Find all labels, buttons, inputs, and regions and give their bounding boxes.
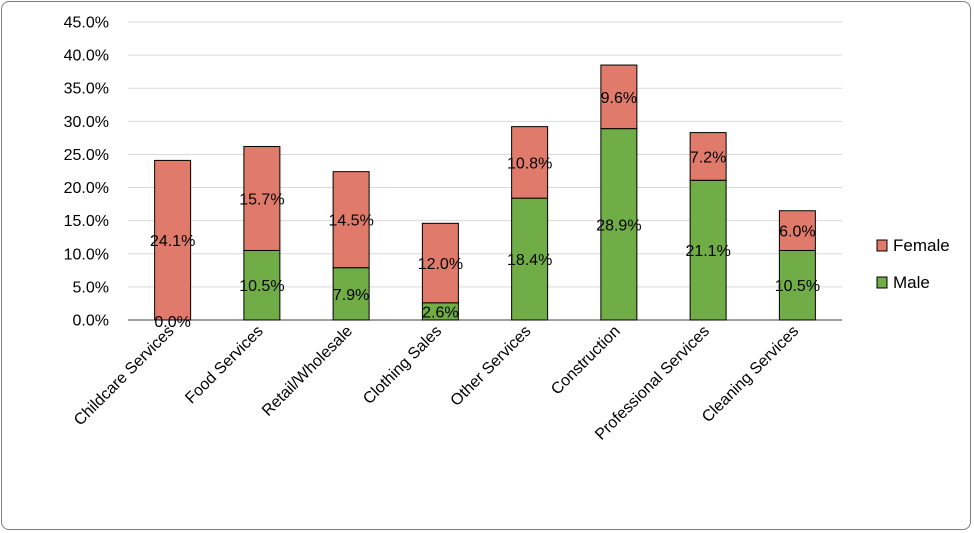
- data-labels: 0.0% 24.1% 10.5% 15.7% 7.9% 14.5% 2.6% 12.0% 18.…: [150, 90, 820, 331]
- y-tick-label: 35.0%: [64, 81, 109, 98]
- data-label-female: 24.1%: [150, 233, 195, 250]
- data-label-male: 10.5%: [239, 278, 284, 295]
- bar-female: [511, 126, 549, 199]
- data-label-female: 14.5%: [328, 213, 373, 230]
- x-tick-label: Retail/Wholesale: [259, 323, 356, 420]
- y-tick-label: 20.0%: [64, 180, 109, 197]
- data-label-male: 28.9%: [596, 217, 641, 234]
- bar-male: [332, 267, 370, 321]
- y-tick-label: 25.0%: [64, 147, 109, 164]
- bar-male: [689, 179, 727, 321]
- bar-female: [243, 145, 281, 251]
- x-tick-label: Other Services: [448, 323, 535, 410]
- bars: [154, 64, 816, 321]
- bar-female: [778, 210, 816, 251]
- bar-male: [243, 249, 281, 321]
- data-label-female: 6.0%: [779, 224, 815, 241]
- legend-swatch-female: [876, 239, 888, 252]
- y-tick-label: 30.0%: [64, 114, 109, 131]
- data-label-male: 18.4%: [507, 252, 552, 269]
- y-tick-label: 45.0%: [64, 15, 109, 32]
- bar-female: [689, 132, 727, 181]
- y-tick-label: 40.0%: [64, 48, 109, 65]
- y-tick-label: 15.0%: [64, 213, 109, 230]
- data-label-female: 9.6%: [601, 90, 637, 107]
- data-label-male: 21.1%: [685, 243, 730, 260]
- x-tick-label: Construction: [548, 323, 624, 399]
- bar-female: [332, 171, 370, 269]
- y-tick-label: 5.0%: [73, 279, 109, 296]
- data-label-female: 7.2%: [690, 149, 726, 166]
- x-tick-label: Childcare Services: [71, 323, 177, 429]
- legend-label-male: Male: [893, 273, 930, 292]
- y-tick-label: 10.0%: [64, 246, 109, 263]
- x-tick-label: Cleaning Services: [699, 323, 802, 426]
- data-label-female: 15.7%: [239, 191, 284, 208]
- data-label-male: 10.5%: [775, 278, 820, 295]
- bar-male: [778, 249, 816, 321]
- bar-male: [600, 128, 638, 321]
- data-label-male: 0.0%: [154, 314, 190, 331]
- x-tick-label: Clothing Sales: [360, 323, 445, 408]
- y-axis-ticks: 0.0% 5.0% 10.0% 15.0% 20.0% 25.0% 30.0% 35.0% 40…: [64, 15, 109, 330]
- legend-label-female: Female: [893, 236, 950, 255]
- x-tick-label: Food Services: [182, 323, 266, 407]
- data-label-female: 12.0%: [418, 256, 463, 273]
- bar-male: [511, 197, 549, 321]
- bar-female: [600, 64, 638, 130]
- data-label-female: 10.8%: [507, 155, 552, 172]
- data-label-male: 7.9%: [333, 287, 369, 304]
- y-tick-label: 0.0%: [73, 313, 109, 330]
- bar-female: [421, 222, 459, 304]
- x-axis-ticks: Childcare Services Food ServicesRetail/Wh…: [71, 323, 802, 444]
- legend: Female Male: [876, 236, 950, 292]
- gridlines: [128, 21, 842, 321]
- legend-swatch-male: [876, 276, 888, 289]
- bar-female: [154, 159, 192, 321]
- data-label-male: 2.6%: [422, 304, 458, 321]
